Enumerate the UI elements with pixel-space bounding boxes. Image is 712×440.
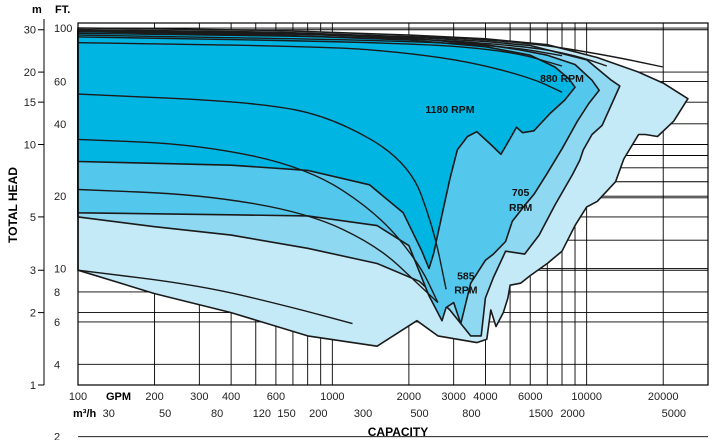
x-tick-m3h: 80 xyxy=(211,408,223,420)
x-tick-m3h: 200 xyxy=(309,408,327,420)
x-tick-m3h: 5000 xyxy=(662,408,686,420)
x-unit-gpm: GPM xyxy=(106,391,131,403)
impeller-curve xyxy=(77,269,353,325)
y-tick-ft: 6 xyxy=(54,317,60,329)
rpm-label: 880 RPM xyxy=(540,73,584,85)
x-tick-m3h: 50 xyxy=(159,408,171,420)
y-tick-ft: 60 xyxy=(54,76,66,88)
impeller-curve xyxy=(77,30,664,68)
y-tick-m: 3 xyxy=(30,265,36,277)
x-tick-gpm: 4000 xyxy=(473,391,497,403)
y-tick-m: 30 xyxy=(24,25,36,37)
rpm-label: 585 xyxy=(457,270,475,282)
x-tick-gpm: 600 xyxy=(267,391,285,403)
y-tick-ft: 100 xyxy=(54,23,72,35)
y-axis-title: TOTAL HEAD xyxy=(6,167,20,243)
y-tick-m: 20 xyxy=(24,67,36,79)
x-tick-gpm: 10000 xyxy=(571,391,602,403)
y-tick-ft: 20 xyxy=(54,191,66,203)
y-tick-m: 1 xyxy=(30,380,36,392)
impeller-curve xyxy=(77,138,439,303)
y-tick-m: 2 xyxy=(30,308,36,320)
x-tick-m3h: 1500 xyxy=(529,408,553,420)
x-tick-gpm: 100 xyxy=(69,391,87,403)
rpm-label: RPM xyxy=(454,285,478,297)
tick-labels: 100 200 300 400 600 1000 2000 3000 4000 6000 10000… xyxy=(24,19,686,440)
rpm-label: RPM xyxy=(509,202,533,214)
x-tick-gpm: 3000 xyxy=(441,391,465,403)
impeller-curve xyxy=(77,34,563,57)
y-unit-ft: FT. xyxy=(55,4,70,16)
x-unit-m3h: m³/h xyxy=(73,408,97,420)
y-tick-m: 5 xyxy=(30,212,36,224)
impeller-curve xyxy=(77,188,439,304)
y-tick-ft: 4 xyxy=(54,359,60,371)
x-tick-m3h: 30 xyxy=(103,408,115,420)
x-tick-m3h: 150 xyxy=(277,408,295,420)
impeller-curve xyxy=(77,42,563,93)
y-tick-ft: 10 xyxy=(54,264,66,276)
x-tick-m3h: 500 xyxy=(410,408,428,420)
x-tick-m3h: 300 xyxy=(354,408,372,420)
rpm-regions xyxy=(77,27,689,347)
x-tick-m3h: 120 xyxy=(253,408,271,420)
x-tick-gpm: 6000 xyxy=(518,391,542,403)
impeller-curve xyxy=(77,93,447,290)
region-1180-rpm xyxy=(77,30,576,270)
y-tick-ft: 2 xyxy=(54,432,60,440)
x-tick-m3h: 800 xyxy=(462,408,480,420)
impeller-curve xyxy=(77,32,608,67)
rpm-labels: 1180 RPM 880 RPM 705 RPM 585 RPM xyxy=(425,73,584,297)
y-tick-m: 15 xyxy=(24,97,36,109)
rpm-label: 1180 RPM xyxy=(425,104,474,116)
x-tick-gpm: 400 xyxy=(222,391,240,403)
x-axis-title: CAPACITY xyxy=(368,425,428,439)
plot-frame xyxy=(77,22,709,386)
x-tick-gpm: 1000 xyxy=(320,391,344,403)
rpm-label: 705 xyxy=(512,187,530,199)
y-tick-ft: 40 xyxy=(54,119,66,131)
x-tick-gpm: 20000 xyxy=(648,391,679,403)
y-unit-m: m xyxy=(32,4,42,16)
x-tick-gpm: 200 xyxy=(145,391,163,403)
x-tick-m3h: 2000 xyxy=(560,408,584,420)
x-tick-gpm: 2000 xyxy=(397,391,421,403)
impeller-curves xyxy=(77,30,664,325)
x-tick-gpm: 300 xyxy=(190,391,208,403)
y-tick-m: 10 xyxy=(24,139,36,151)
impeller-curve xyxy=(77,36,563,67)
y-tick-ft: 8 xyxy=(54,287,60,299)
